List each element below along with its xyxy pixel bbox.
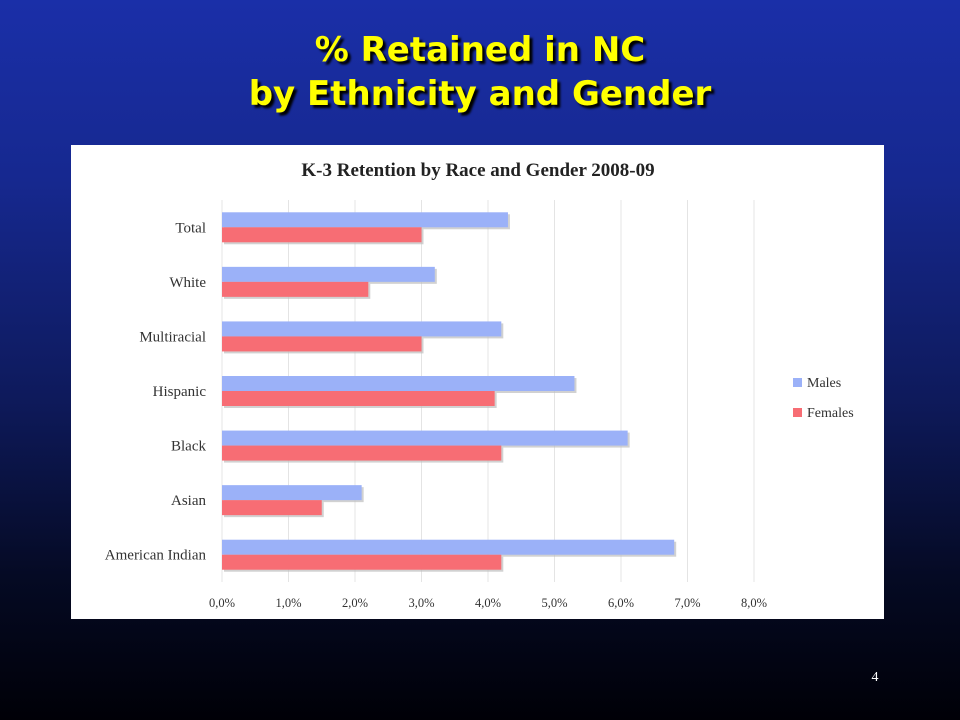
legend-swatch-females (793, 408, 802, 417)
legend-label-males: Males (807, 376, 841, 391)
bar-males (222, 539, 675, 555)
bar-males (222, 321, 502, 337)
chart-title: K-3 Retention by Race and Gender 2008-09 (301, 160, 654, 181)
page-number: 4 (871, 670, 879, 685)
category-label: American Indian (105, 548, 207, 564)
chart-panel: K-3 Retention by Race and Gender 2008-09… (71, 145, 884, 619)
category-label: Asian (171, 493, 206, 509)
bar-females (222, 227, 422, 243)
category-labels: Total White Multiracial Hispanic Black Asian A… (105, 220, 207, 563)
bar-females (222, 445, 502, 461)
x-tick-label: 2,0% (342, 596, 368, 610)
slide-title-line-1: % Retained in NC (314, 30, 646, 70)
x-tick-label: 8,0% (741, 596, 767, 610)
x-tick-label: 4,0% (475, 596, 501, 610)
x-tick-label: 3,0% (408, 596, 434, 610)
category-label: Total (175, 220, 206, 236)
x-tick-label: 7,0% (674, 596, 700, 610)
bar-males (222, 212, 508, 228)
category-label: White (169, 275, 206, 291)
bar-females (222, 554, 502, 570)
category-label: Black (171, 439, 206, 455)
bar-males (222, 485, 362, 501)
legend-label-females: Females (807, 406, 854, 421)
bars (222, 212, 677, 572)
x-tick-label: 0,0% (209, 596, 235, 610)
bar-females (222, 391, 495, 406)
legend-swatch-males (793, 378, 802, 387)
x-tick-label: 1,0% (275, 596, 301, 610)
legend: Males Females (793, 376, 854, 421)
bar-males (222, 430, 628, 446)
x-axis-tick-labels: 0,0% 1,0% 2,0% 3,0% 4,0% 5,0% 6,0% 7,0% 8,0% (209, 596, 767, 610)
x-tick-label: 5,0% (541, 596, 567, 610)
slide-title-line-2: by Ethnicity and Gender (248, 74, 712, 114)
bar-males (222, 266, 435, 282)
bar-females (222, 500, 322, 516)
retention-bar-chart: K-3 Retention by Race and Gender 2008-09… (105, 160, 854, 610)
bar-females (222, 281, 369, 297)
bar-males (222, 376, 575, 391)
bar-females (222, 336, 422, 352)
category-label: Hispanic (153, 384, 207, 400)
category-label: Multiracial (139, 329, 206, 345)
x-tick-label: 6,0% (608, 596, 634, 610)
